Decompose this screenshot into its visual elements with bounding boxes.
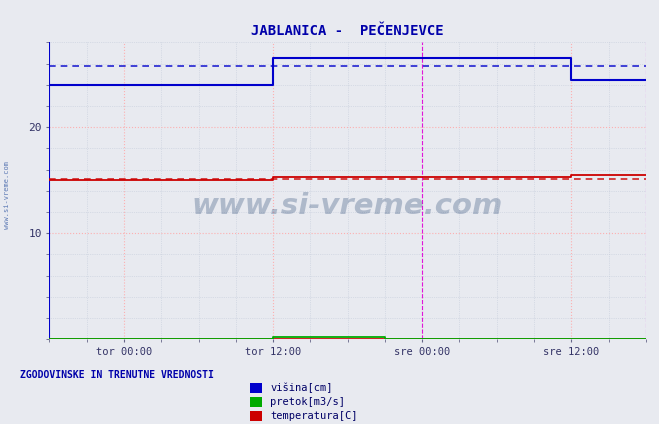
Text: temperatura[C]: temperatura[C]	[270, 411, 358, 421]
Text: www.si-vreme.com: www.si-vreme.com	[3, 161, 10, 229]
Text: višina[cm]: višina[cm]	[270, 383, 333, 393]
Title: JABLANICA -  PEČENJEVCE: JABLANICA - PEČENJEVCE	[251, 25, 444, 39]
Text: ZGODOVINSKE IN TRENUTNE VREDNOSTI: ZGODOVINSKE IN TRENUTNE VREDNOSTI	[20, 370, 214, 380]
Text: pretok[m3/s]: pretok[m3/s]	[270, 397, 345, 407]
Text: www.si-vreme.com: www.si-vreme.com	[192, 192, 503, 220]
